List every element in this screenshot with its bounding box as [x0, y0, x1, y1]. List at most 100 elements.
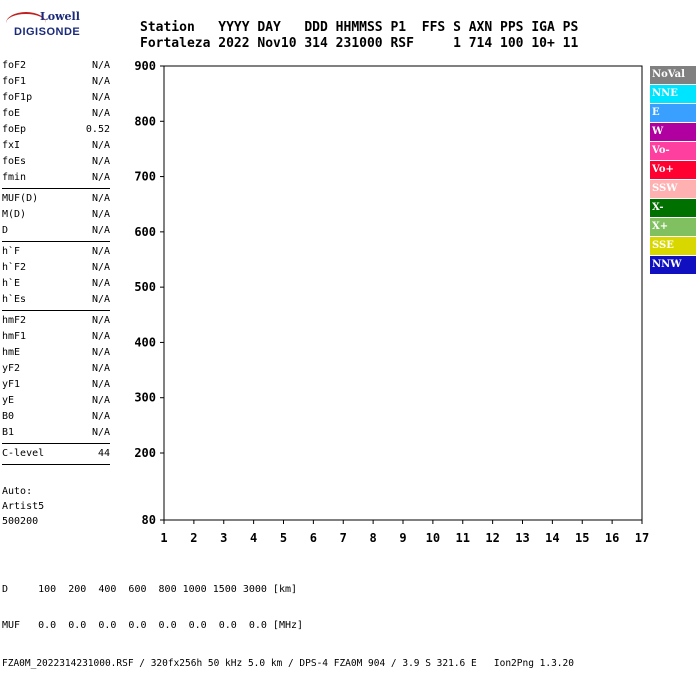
x-tick-label: 13: [515, 531, 529, 545]
param-value: N/A: [91, 363, 110, 374]
legend-item: Vo-: [650, 142, 696, 160]
param-key: h`F2: [2, 262, 27, 273]
param-row: foF1 N/A: [2, 74, 110, 90]
header-line1: Station YYYY DAY DDD HHMMSS P1 FFS S AXN…: [140, 20, 579, 35]
y-tick-label: 300: [134, 391, 156, 405]
x-tick-label: 2: [190, 531, 197, 545]
param-key: hmF2: [2, 315, 27, 326]
param-value: N/A: [91, 331, 110, 342]
param-key: D: [2, 225, 9, 236]
x-tick-label: 6: [310, 531, 317, 545]
param-value: N/A: [91, 193, 110, 204]
param-key: foF1p: [2, 92, 33, 103]
param-key: M(D): [2, 209, 27, 220]
param-value: 44: [97, 448, 110, 459]
header-line2: Fortaleza 2022 Nov10 314 231000 RSF 1 71…: [140, 36, 579, 51]
param-value: N/A: [91, 172, 110, 183]
param-row: C-level 44: [2, 446, 110, 462]
param-key: MUF(D): [2, 193, 39, 204]
param-row: foF2 N/A: [2, 58, 110, 74]
legend-item: NoVal: [650, 66, 696, 84]
param-separator: [2, 464, 110, 465]
param-value: N/A: [91, 411, 110, 422]
param-separator: [2, 188, 110, 189]
legend-item: SSW: [650, 180, 696, 198]
x-tick-label: 16: [605, 531, 619, 545]
param-row: D N/A: [2, 223, 110, 239]
param-value: N/A: [91, 294, 110, 305]
param-row: foE N/A: [2, 106, 110, 122]
param-key: hmF1: [2, 331, 27, 342]
param-value: 0.52: [85, 124, 110, 135]
plot-frame: [163, 65, 643, 521]
param-row: h`Es N/A: [2, 292, 110, 308]
param-value: N/A: [91, 347, 110, 358]
param-row: hmF2 N/A: [2, 313, 110, 329]
param-separator: [2, 310, 110, 311]
auto-program: Artist5: [2, 501, 45, 512]
param-row: yE N/A: [2, 393, 110, 409]
param-row: MUF(D) N/A: [2, 191, 110, 207]
param-separator: [2, 241, 110, 242]
logo-arc-icon: [6, 12, 46, 34]
param-value: N/A: [91, 156, 110, 167]
param-value: N/A: [91, 140, 110, 151]
y-tick-label: 200: [134, 446, 156, 460]
param-value: N/A: [91, 278, 110, 289]
param-value: N/A: [91, 427, 110, 438]
param-row: yF2 N/A: [2, 361, 110, 377]
y-tick-label: 600: [134, 225, 156, 239]
param-key: C-level: [2, 448, 45, 459]
y-tick-label: 80: [142, 513, 156, 527]
legend-item: W: [650, 123, 696, 141]
x-tick-label: 7: [340, 531, 347, 545]
legend-item: X-: [650, 199, 696, 217]
distance-row: D 100 200 400 600 800 1000 1500 3000 [km…: [2, 584, 298, 595]
param-key: B1: [2, 427, 15, 438]
param-key: yE: [2, 395, 15, 406]
param-key: B0: [2, 411, 15, 422]
param-row: fxI N/A: [2, 138, 110, 154]
x-tick-label: 14: [545, 531, 559, 545]
x-tick-label: 12: [485, 531, 499, 545]
x-tick-label: 9: [399, 531, 406, 545]
param-key: fxI: [2, 140, 21, 151]
param-row: M(D) N/A: [2, 207, 110, 223]
param-separator: [2, 443, 110, 444]
param-key: h`Es: [2, 294, 27, 305]
x-tick-label: 1: [160, 531, 167, 545]
param-value: N/A: [91, 262, 110, 273]
legend-item: SSE: [650, 237, 696, 255]
param-row: B1 N/A: [2, 425, 110, 441]
param-value: N/A: [91, 209, 110, 220]
auto-label: Auto:: [2, 486, 33, 497]
param-row: foEp 0.52: [2, 122, 110, 138]
parameter-panel: foF2 N/A foF1 N/A foF1p N/A foE N/A foEp 0.52 fxI N…: [2, 58, 110, 467]
param-value: N/A: [91, 315, 110, 326]
param-key: hmE: [2, 347, 21, 358]
param-key: yF1: [2, 379, 21, 390]
muf-row: MUF 0.0 0.0 0.0 0.0 0.0 0.0 0.0 0.0 [MHz…: [2, 620, 304, 631]
param-value: N/A: [91, 60, 110, 71]
x-tick-label: 3: [220, 531, 227, 545]
x-tick-label: 17: [635, 531, 649, 545]
y-tick-label: 500: [134, 280, 156, 294]
auto-version: 500200: [2, 516, 39, 527]
param-key: foF2: [2, 60, 27, 71]
param-key: foEp: [2, 124, 27, 135]
x-tick-label: 11: [456, 531, 470, 545]
param-value: N/A: [91, 379, 110, 390]
param-row: foEs N/A: [2, 154, 110, 170]
param-key: yF2: [2, 363, 21, 374]
y-tick-label: 800: [134, 114, 156, 128]
param-row: h`F2 N/A: [2, 260, 110, 276]
x-tick-label: 5: [280, 531, 287, 545]
auto-scaling-info: Auto: Artist5 500200: [2, 484, 44, 529]
param-key: foEs: [2, 156, 27, 167]
param-row: h`E N/A: [2, 276, 110, 292]
lowell-digisonde-logo: Lowell DIGISONDE: [4, 8, 80, 42]
param-value: N/A: [91, 225, 110, 236]
x-tick-label: 8: [370, 531, 377, 545]
